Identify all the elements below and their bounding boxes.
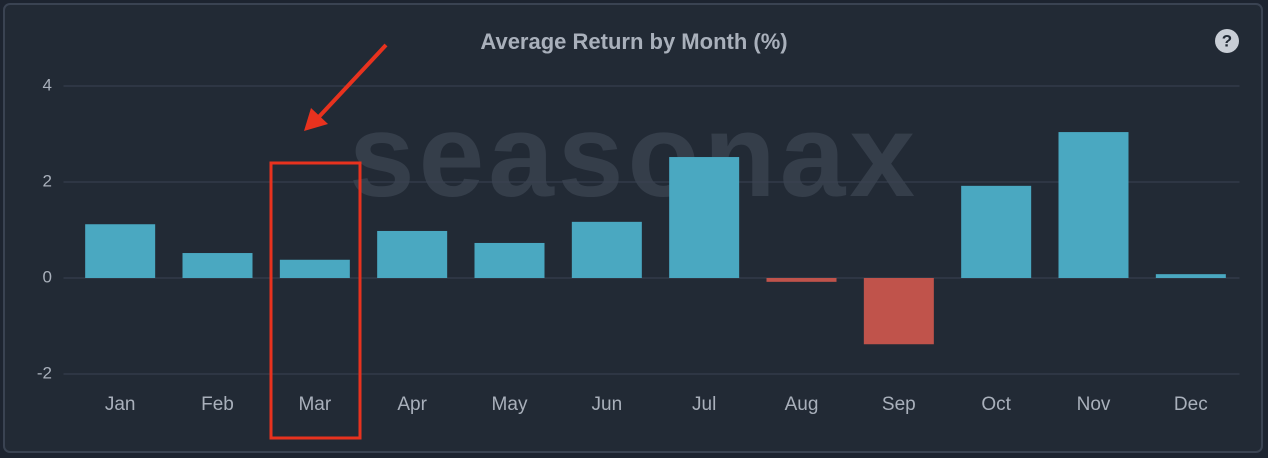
x-tick-label: May <box>492 394 528 415</box>
x-tick-label: Dec <box>1174 394 1208 415</box>
y-tick-label: 0 <box>43 267 52 286</box>
x-tick-label: Oct <box>981 394 1011 415</box>
highlight-box <box>269 161 362 440</box>
x-tick-label: Feb <box>201 394 234 415</box>
y-tick-label: 4 <box>43 75 52 94</box>
bar <box>1058 132 1129 278</box>
arrow-head <box>304 108 328 131</box>
x-tick-label: Mar <box>298 394 331 415</box>
x-tick-label: Nov <box>1077 394 1111 415</box>
x-tick-label: Apr <box>397 394 427 415</box>
x-tick-label: Jun <box>592 394 623 415</box>
y-tick-label: 2 <box>43 171 52 190</box>
chart-title: Average Return by Month (%) <box>480 29 787 54</box>
bar <box>85 224 156 278</box>
bar <box>766 278 837 282</box>
bar <box>279 259 350 278</box>
x-tick-label: Jul <box>692 394 716 415</box>
x-tick-label: Jan <box>105 394 136 415</box>
plot: -2 0 2 4 Jan Feb Mar Apr May Jun Jul Aug Sep Oct Nov De… <box>37 75 1240 415</box>
bar <box>863 278 934 345</box>
bar <box>377 230 448 278</box>
help-icon-text[interactable]: ? <box>1222 31 1232 50</box>
bar <box>669 157 740 278</box>
bar <box>571 221 642 278</box>
bar <box>182 253 253 278</box>
bar <box>474 242 545 278</box>
x-tick-label: Sep <box>882 394 916 415</box>
help-icon[interactable] <box>1215 29 1239 53</box>
watermark: seasonax <box>349 90 919 222</box>
x-tick-label: Aug <box>785 394 819 415</box>
bar <box>961 185 1032 278</box>
bar <box>1155 274 1226 278</box>
arrow-shaft <box>314 43 388 122</box>
y-tick-label: -2 <box>37 363 52 382</box>
